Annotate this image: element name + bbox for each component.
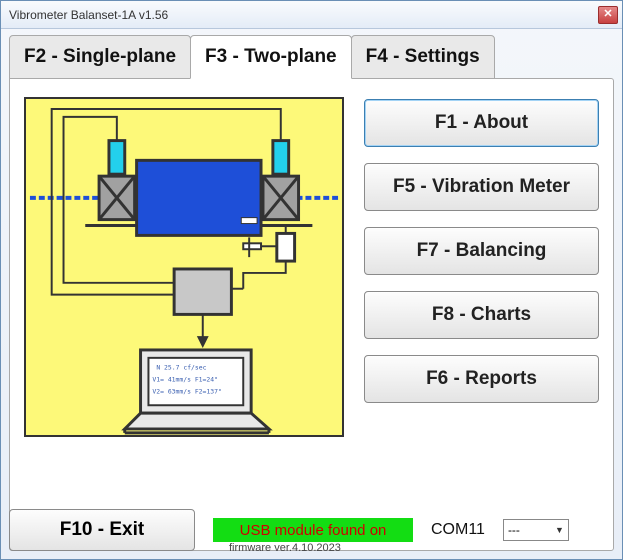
vibration-meter-button[interactable]: F5 - Vibration Meter (364, 163, 599, 211)
tab-two-plane[interactable]: F3 - Two-plane (190, 35, 352, 79)
tab-body: N 25.7 cf/sec V1= 41mm/s F1=24° V2= 63mm… (9, 78, 614, 551)
exit-button[interactable]: F10 - Exit (9, 509, 195, 551)
tab-label: F4 - Settings (366, 46, 480, 67)
balancing-button[interactable]: F7 - Balancing (364, 227, 599, 275)
close-icon: ✕ (603, 9, 612, 20)
firmware-label: firmware ver.4.10.2023 (229, 542, 341, 554)
com-port-combo[interactable]: --- ▼ (503, 519, 569, 541)
charts-button[interactable]: F8 - Charts (364, 291, 599, 339)
status-bar: F10 - Exit USB module found on COM11 ---… (9, 509, 614, 551)
screen-line-2: V2= 63mm/s F2=137° (152, 387, 221, 395)
usb-status: USB module found on (213, 518, 413, 542)
combo-value: --- (508, 523, 520, 537)
about-button[interactable]: F1 - About (364, 99, 599, 147)
close-button[interactable]: ✕ (598, 6, 618, 24)
tab-label: F3 - Two-plane (205, 46, 337, 67)
chevron-down-icon: ▼ (555, 525, 564, 535)
screen-line-0: N 25.7 cf/sec (156, 364, 206, 372)
side-buttons: F1 - About F5 - Vibration Meter F7 - Bal… (364, 97, 599, 536)
window-title: Vibrometer Balanset-1A v1.56 (9, 8, 598, 22)
tab-settings[interactable]: F4 - Settings (351, 35, 495, 79)
diagram-svg: N 25.7 cf/sec V1= 41mm/s F1=24° V2= 63mm… (26, 99, 342, 435)
tab-single-plane[interactable]: F2 - Single-plane (9, 35, 191, 79)
reports-button[interactable]: F6 - Reports (364, 355, 599, 403)
balancing-diagram: N 25.7 cf/sec V1= 41mm/s F1=24° V2= 63mm… (24, 97, 344, 437)
client-area: F2 - Single-plane F3 - Two-plane F4 - Se… (1, 29, 622, 559)
tab-strip: F2 - Single-plane F3 - Two-plane F4 - Se… (9, 35, 614, 79)
com-port-label: COM11 (431, 521, 485, 539)
screen-line-1: V1= 41mm/s F1=24° (152, 376, 218, 384)
app-window: Vibrometer Balanset-1A v1.56 ✕ F2 - Sing… (0, 0, 623, 560)
title-bar: Vibrometer Balanset-1A v1.56 ✕ (1, 1, 622, 29)
tab-label: F2 - Single-plane (24, 46, 176, 67)
